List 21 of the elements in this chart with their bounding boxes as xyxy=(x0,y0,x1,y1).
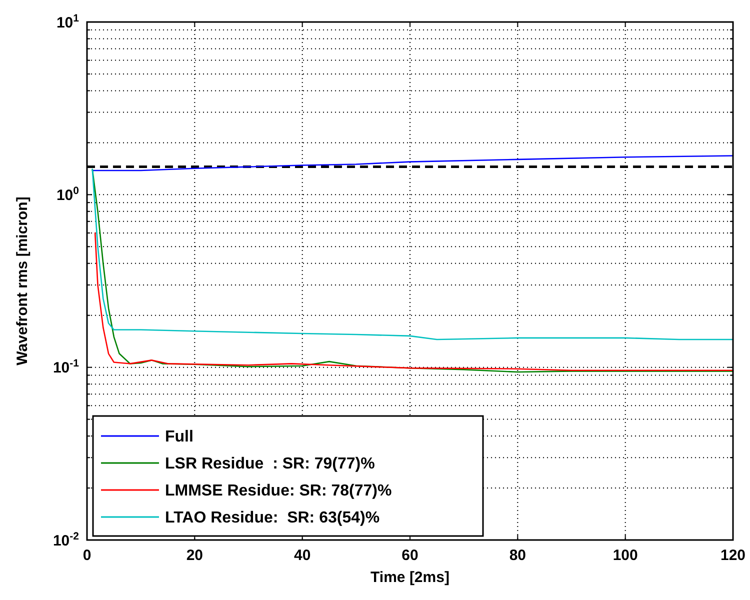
y-tick-label: 10$^{0}$ xyxy=(56,184,80,204)
line-series xyxy=(92,168,734,340)
x-tick-label: 20 xyxy=(186,547,204,564)
x-tick-label: 100 xyxy=(612,547,638,564)
x-tick-label: 60 xyxy=(402,547,418,564)
x-tick-label: 40 xyxy=(294,547,311,564)
x-tick-label: 0 xyxy=(82,547,92,564)
y-tick-label: 10$^{-2}$ xyxy=(52,530,80,550)
y-tick-label: 10$^{1}$ xyxy=(56,12,80,32)
x-tick-label: 80 xyxy=(509,547,526,564)
line-series xyxy=(92,155,734,172)
y-tick-label: 10$^{-1}$ xyxy=(52,358,80,377)
x-axis-title: Time [2ms] xyxy=(370,569,450,586)
line-series xyxy=(92,168,734,373)
legend-label: LMMSE Residue: SR: 78(77)% xyxy=(165,482,392,500)
y-axis-title: Wavefront rms [micron] xyxy=(14,196,31,366)
line-series xyxy=(94,232,734,372)
legend-label: LTAO Residue: SR: 63(54)% xyxy=(165,510,380,527)
x-tick-label: 120 xyxy=(720,547,746,564)
legend-label: Full xyxy=(165,428,194,446)
legend-label: LSR Residue : SR: 79(77)% xyxy=(165,456,375,473)
